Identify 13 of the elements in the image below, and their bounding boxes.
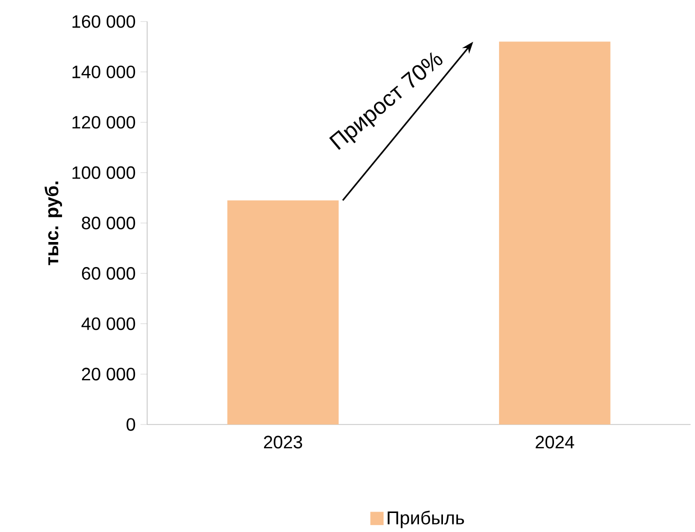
y-tick-label: 20 000: [82, 368, 136, 381]
y-tick-label: 80 000: [82, 216, 136, 230]
x-tick-label: 2023: [264, 436, 302, 449]
y-tick-label: 140 000: [72, 66, 136, 78]
y-tick-label: 0: [126, 418, 136, 432]
y-tick-label: 100 000: [72, 166, 136, 180]
y-axis-title: тыс. руб.: [44, 182, 62, 266]
y-tick-label: 60 000: [82, 267, 136, 280]
legend-label: Прибыль: [388, 510, 464, 528]
y-tick-label: 40 000: [82, 318, 136, 330]
y-tick-label: 160 000: [72, 15, 136, 28]
x-tick-label: 2024: [536, 436, 574, 449]
y-tick-label: 120 000: [72, 116, 136, 129]
